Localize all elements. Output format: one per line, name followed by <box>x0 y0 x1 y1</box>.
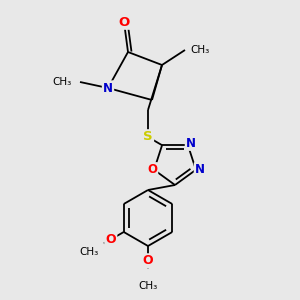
Text: CH₃: CH₃ <box>80 247 99 257</box>
Text: N: N <box>103 82 113 94</box>
Text: N: N <box>195 163 205 176</box>
Text: CH₃: CH₃ <box>138 281 158 291</box>
Text: O: O <box>147 163 157 176</box>
Text: CH₃: CH₃ <box>53 77 72 87</box>
Text: O: O <box>143 254 153 268</box>
Text: S: S <box>143 130 153 143</box>
Text: N: N <box>186 137 196 150</box>
Text: O: O <box>118 16 130 28</box>
Text: O: O <box>105 233 116 246</box>
Text: CH₃: CH₃ <box>190 45 209 55</box>
